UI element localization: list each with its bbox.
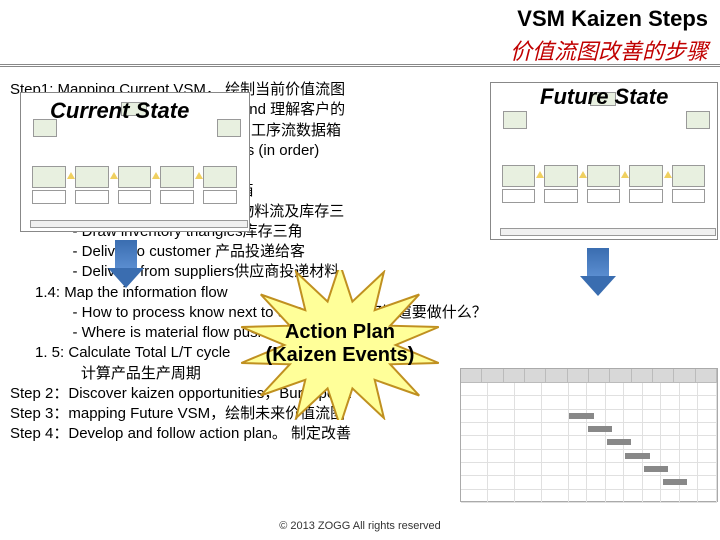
footer-copyright: © 2013 ZOGG All rights reserved [0, 520, 720, 532]
current-state-label: Current State [50, 98, 189, 124]
burst-line1: Action Plan [285, 321, 395, 343]
title-chinese: 价值流图改善的步骤 [510, 34, 708, 66]
burst-line2: (Kaizen Events) [266, 344, 415, 366]
future-state-label: Future State [540, 84, 668, 110]
arrow-down-icon [580, 248, 616, 296]
title-english: VSM Kaizen Steps [510, 6, 708, 32]
action-plan-burst: Action Plan (Kaizen Events) [210, 270, 470, 420]
header: VSM Kaizen Steps 价值流图改善的步骤 [510, 6, 708, 66]
arrow-down-icon [108, 240, 144, 288]
burst-label: Action Plan (Kaizen Events) [210, 321, 470, 367]
action-plan-gantt [460, 368, 718, 502]
header-divider [0, 64, 720, 67]
